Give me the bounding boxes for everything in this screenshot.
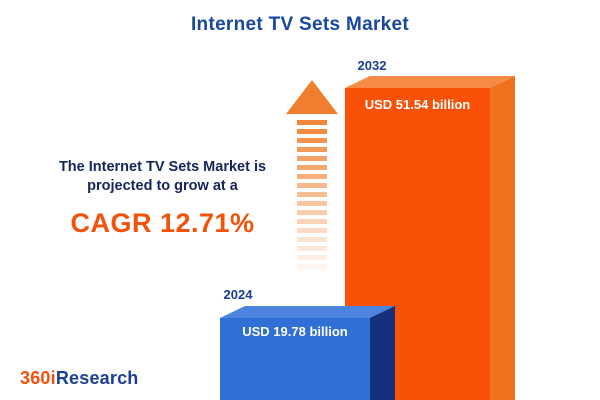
page-title: Internet TV Sets Market	[190, 14, 410, 35]
growth-arrow-stripes-icon	[297, 120, 327, 269]
bar-2024-front-face	[220, 318, 370, 400]
bar-value-2032: USD 51.54 billion	[364, 97, 471, 112]
bar-value-2024: USD 19.78 billion	[242, 324, 348, 339]
bar-label-year-2032: 2032	[357, 58, 387, 73]
growth-arrow-head-icon	[286, 80, 338, 114]
bar-2032-side-face	[490, 76, 515, 400]
brand-logo-prefix: 360i	[20, 368, 56, 388]
cagr-value: CAGR 12.71%	[70, 207, 255, 238]
bar-2024-side-face	[370, 306, 395, 400]
bar-2024-top-face	[220, 306, 395, 318]
bar-2032-top-face	[345, 76, 515, 88]
brand-logo: 360iResearch	[20, 368, 139, 389]
growth-line-2: projected to grow at a	[87, 177, 238, 194]
growth-description: The Internet TV Sets Market is projected…	[30, 158, 295, 241]
brand-logo-suffix: Research	[55, 368, 139, 388]
growth-line-1: The Internet TV Sets Market is	[58, 159, 267, 175]
bar-label-year-2024: 2024	[223, 287, 253, 302]
